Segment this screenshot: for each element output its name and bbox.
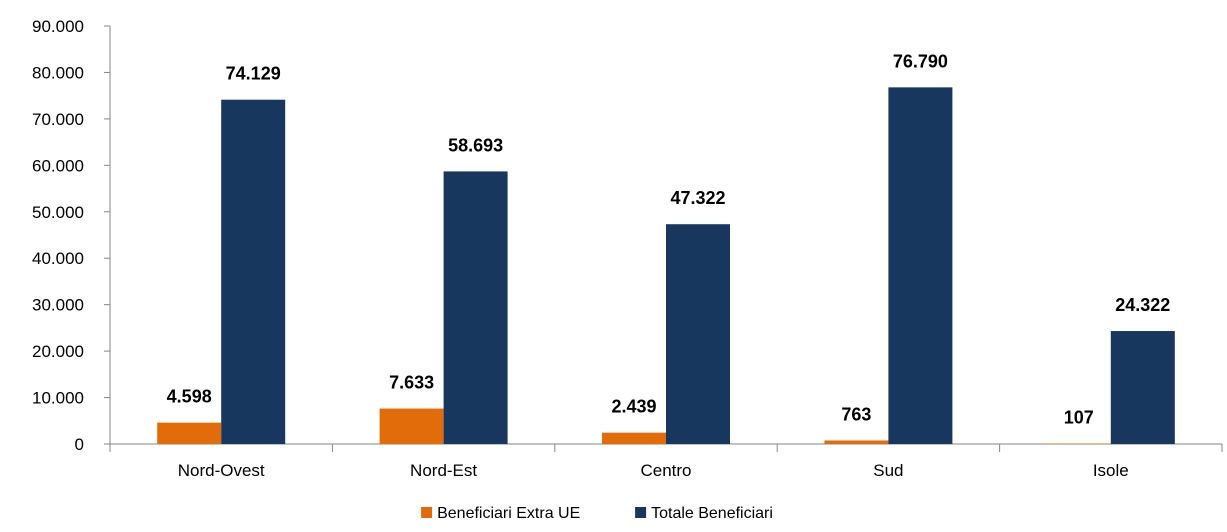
y-tick-label: 0 bbox=[75, 435, 84, 454]
bar-totale bbox=[1110, 331, 1175, 444]
y-tick-label: 90.000 bbox=[32, 17, 84, 36]
bars bbox=[157, 87, 1175, 444]
x-category-label: Centro bbox=[640, 461, 691, 480]
legend-swatch bbox=[421, 507, 433, 518]
data-label: 2.439 bbox=[611, 397, 656, 417]
y-tick-label: 40.000 bbox=[32, 249, 84, 268]
legend-label: Totale Beneficiari bbox=[651, 505, 773, 522]
bar-extra-ue bbox=[824, 440, 889, 444]
data-labels: 4.598 74.129 7.633 58.693 2.439 47.322 763 76.7… bbox=[167, 51, 1171, 427]
data-label: 24.322 bbox=[1115, 295, 1170, 315]
bar-totale bbox=[221, 99, 286, 444]
data-label: 58.693 bbox=[448, 135, 503, 155]
data-label: 763 bbox=[841, 404, 871, 424]
data-label: 74.129 bbox=[226, 64, 281, 84]
x-category-label: Nord-Ovest bbox=[178, 461, 265, 480]
data-label: 4.598 bbox=[167, 387, 212, 407]
y-tick-label: 80.000 bbox=[32, 63, 84, 82]
y-tick-label: 50.000 bbox=[32, 203, 84, 222]
x-category-label: Sud bbox=[873, 461, 903, 480]
y-tick-label: 20.000 bbox=[32, 342, 84, 361]
y-tick-label: 30.000 bbox=[32, 296, 84, 315]
legend-label: Beneficiari Extra UE bbox=[437, 505, 580, 522]
data-label: 76.790 bbox=[893, 51, 948, 71]
data-label: 47.322 bbox=[670, 188, 725, 208]
y-tick-label: 60.000 bbox=[32, 156, 84, 175]
x-category-label: Nord-Est bbox=[410, 461, 477, 480]
bar-extra-ue bbox=[157, 422, 222, 444]
y-tick-label: 70.000 bbox=[32, 110, 84, 129]
bar-totale bbox=[666, 224, 730, 444]
bar-totale bbox=[888, 87, 953, 444]
legend-swatch bbox=[635, 507, 647, 518]
data-label: 7.633 bbox=[389, 373, 434, 393]
data-label: 107 bbox=[1064, 408, 1094, 428]
legend: Beneficiari Extra UE Totale Beneficiari bbox=[421, 505, 773, 522]
y-axis: 0 10.000 20.000 30.000 40.000 50.000 60.000 70.… bbox=[32, 17, 111, 454]
bar-extra-ue bbox=[379, 408, 444, 444]
y-tick-label: 10.000 bbox=[32, 389, 84, 408]
x-axis: Nord-Ovest Nord-Est Centro Sud Isole bbox=[109, 443, 1223, 480]
x-category-label: Isole bbox=[1093, 461, 1129, 480]
bar-extra-ue bbox=[602, 432, 666, 444]
bar-totale bbox=[443, 171, 508, 444]
